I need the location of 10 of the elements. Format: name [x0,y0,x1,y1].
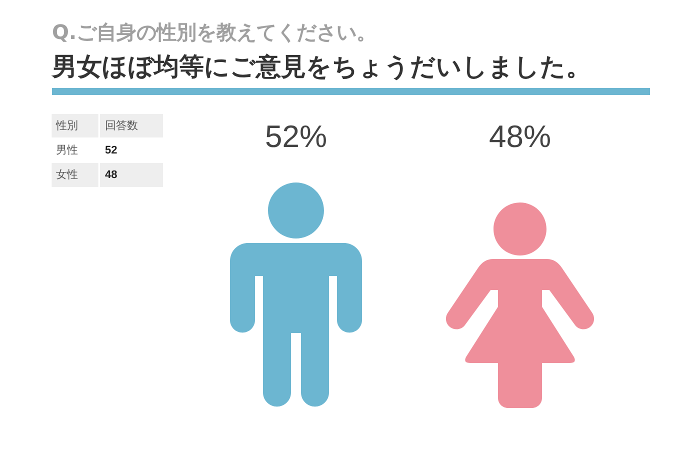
text: 性別 [55,119,78,132]
category-label: 男性 [56,144,78,156]
data-label: 48 [105,169,118,181]
text: 回答数 [105,119,138,132]
text: Q.ご自身の性別を教えてください。 [52,20,377,44]
text: 男女ほぼ均等にご意見をちょうだいしました。 [51,52,591,81]
data-label: 48% [488,119,552,154]
data-label: 52 [105,144,118,156]
category-label: 女性 [56,168,78,181]
data-label: 52% [264,119,328,154]
